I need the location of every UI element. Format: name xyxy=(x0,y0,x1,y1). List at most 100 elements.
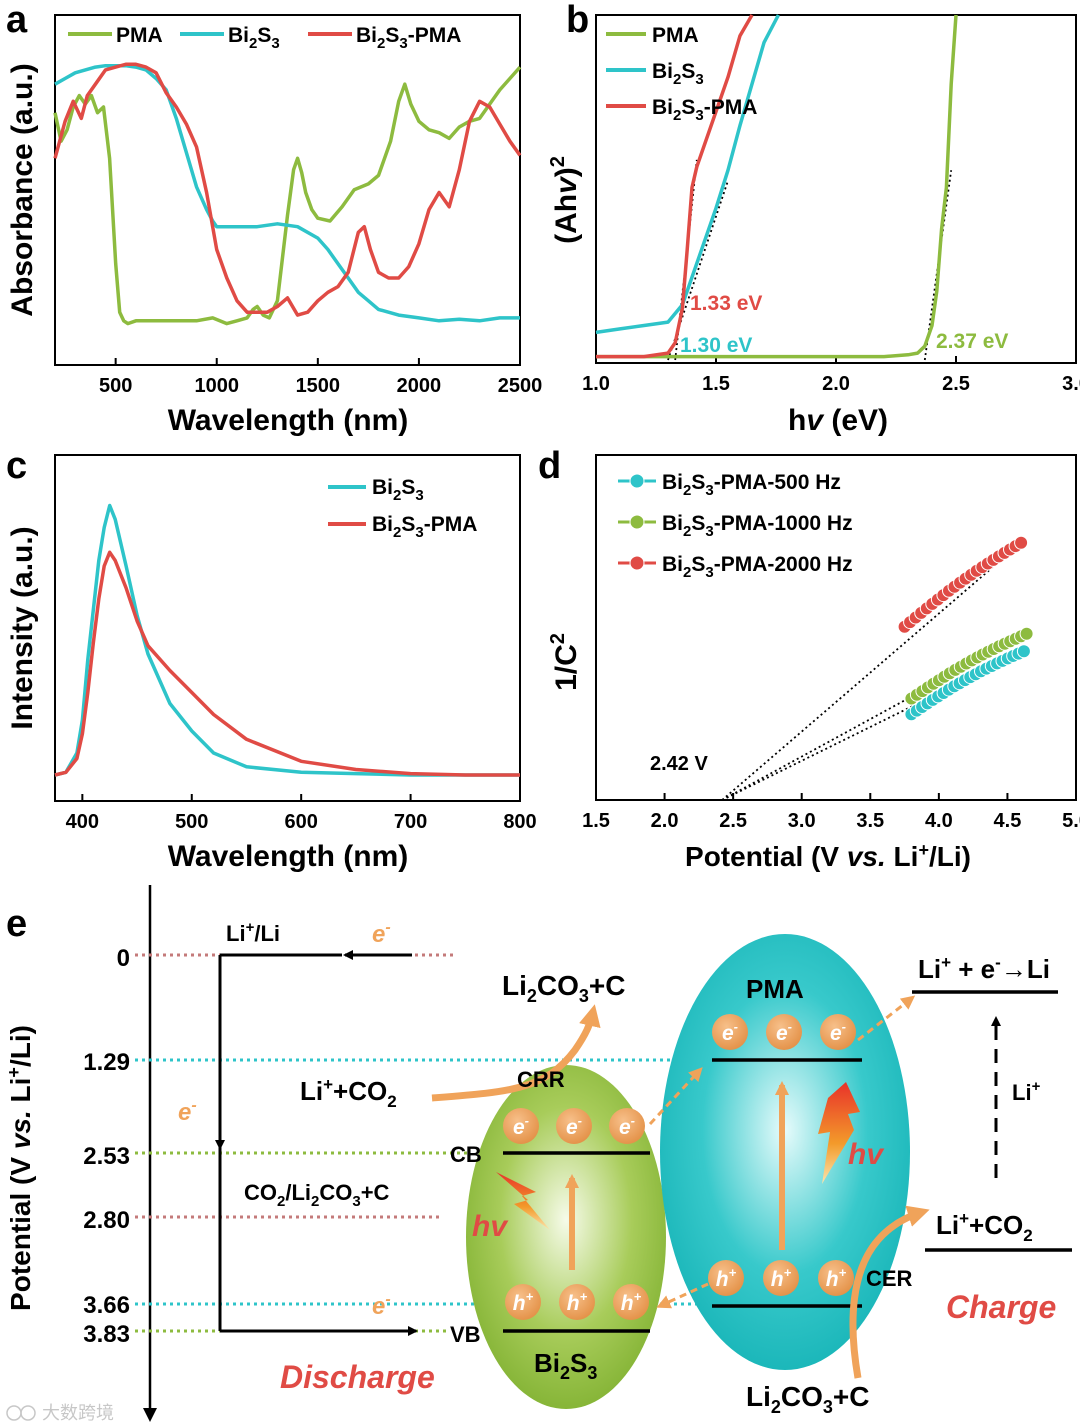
extrapolation-line xyxy=(721,542,1022,801)
crr-reaction-arrow xyxy=(431,1004,601,1102)
legend-d: Bi2S3-PMA-500 Hz Bi2S3-PMA-1000 Hz Bi2S3… xyxy=(618,471,853,581)
x-ticks-b: 1.0 1.5 2.0 2.5 3.0 xyxy=(582,356,1080,395)
li2co3-product-label: Li2CO3+C xyxy=(502,970,626,1006)
hole-ball xyxy=(559,1284,595,1320)
electron-ball xyxy=(712,1014,748,1050)
x-ticks-a: 500 1000 1500 2000 2500 xyxy=(99,358,542,397)
watermark-logo-icon xyxy=(20,1405,36,1421)
tangent-lines-b xyxy=(667,159,953,361)
legend-label-pma: PMA xyxy=(116,24,163,47)
series-line-bi2s3 xyxy=(54,503,520,777)
x-tick-label: 4.5 xyxy=(994,810,1022,832)
panel-b: b 1.0 1.5 2.0 2.5 3.0 PMA Bi2S3 Bi2S3-PMA 1.… xyxy=(547,0,1080,437)
hole-ball xyxy=(763,1260,799,1296)
electron-label-top: e- xyxy=(372,919,391,948)
x-tick-label: 2.5 xyxy=(719,810,747,832)
x-tick-label: 2.0 xyxy=(822,373,850,395)
li2co3-reactant-label: Li2CO3+C xyxy=(746,1381,870,1417)
intercept-label-d: 2.42 V xyxy=(650,753,708,775)
cb-label: CB xyxy=(450,1142,482,1167)
electron-label-left: e- xyxy=(178,1097,197,1126)
watermark-text: 大数跨境 xyxy=(42,1403,114,1423)
y-axis-label-b: (Ahv)2 xyxy=(547,156,583,244)
li-ion-label: Li+ xyxy=(1012,1078,1041,1105)
legend-label-bi2s3-b: Bi2S3 xyxy=(652,60,704,88)
electron-label-bottom: e- xyxy=(372,1291,391,1320)
discharge-label: Discharge xyxy=(280,1359,435,1395)
series-lines-a xyxy=(53,62,522,326)
x-tick-label: 3.5 xyxy=(856,810,884,832)
hv-label-pma: hv xyxy=(848,1138,885,1171)
x-axis-label-c: Wavelength (nm) xyxy=(168,840,409,873)
x-axis-label-a: Wavelength (nm) xyxy=(168,404,409,437)
x-tick-label: 1.5 xyxy=(702,373,730,395)
charge-label: Charge xyxy=(946,1289,1056,1325)
x-tick-label: 2500 xyxy=(498,375,543,397)
panel-label-b: b xyxy=(566,0,589,41)
panel-d: d 1.5 2.0 2.5 3.0 3.5 4.0 4.5 5.0 Bi2S3-PMA-500… xyxy=(538,445,1080,872)
plot-frame-a xyxy=(54,14,521,366)
legend-label-pma-b: PMA xyxy=(652,24,699,47)
cer-reaction-arrow xyxy=(849,1205,930,1379)
potential-axis-label: Potential (V vs. Li+/Li) xyxy=(4,1025,36,1311)
watermark-logo-icon xyxy=(6,1405,22,1421)
level-value-1-29: 1.29 xyxy=(83,1049,130,1076)
hole-ball xyxy=(708,1260,744,1296)
co2-li2co3-label: CO2/Li2CO3+C xyxy=(244,1180,390,1210)
x-ticks-c: 400 500 600 700 800 xyxy=(66,794,537,833)
electron-ball xyxy=(503,1108,539,1144)
legend-label-1000hz: Bi2S3-PMA-1000 Hz xyxy=(662,512,853,540)
panel-c: c 400 500 600 700 800 Bi2S3 Bi2S3-PMA Wavele… xyxy=(6,445,537,873)
legend-a: PMA Bi2S3 Bi2S3-PMA xyxy=(68,24,461,52)
light-bolt-icon xyxy=(818,1082,860,1184)
li-li-label: Li+/Li xyxy=(226,919,280,946)
pma-label: PMA xyxy=(746,974,804,1004)
x-tick-label: 3.0 xyxy=(788,810,816,832)
data-point-bi2s3-pma-500 hz xyxy=(1016,644,1031,659)
pma-holes: h+ h+ h+ xyxy=(708,1260,854,1296)
level-value-3-83: 3.83 xyxy=(83,1321,130,1348)
x-tick-label: 2.5 xyxy=(942,373,970,395)
legend-marker-500hz xyxy=(629,473,645,489)
x-tick-label: 2.0 xyxy=(651,810,679,832)
electron-ball xyxy=(766,1014,802,1050)
x-ticks-d: 1.5 2.0 2.5 3.0 3.5 4.0 4.5 5.0 xyxy=(582,793,1080,832)
x-tick-label: 4.0 xyxy=(925,810,953,832)
hv-label-bi2s3: hv xyxy=(472,1210,509,1243)
series-line-bi2s3-pma xyxy=(53,62,522,317)
hole-ball xyxy=(818,1260,854,1296)
x-tick-label: 1000 xyxy=(194,375,239,397)
y-axis-label-c: Intensity (a.u.) xyxy=(6,526,39,729)
panel-label-d: d xyxy=(538,445,561,487)
level-value-0: 0 xyxy=(117,945,130,972)
electron-ball xyxy=(556,1108,592,1144)
legend-label-bi2s3-c: Bi2S3 xyxy=(372,476,424,504)
hole-ball xyxy=(505,1284,541,1320)
crr-label: CRR xyxy=(517,1067,565,1092)
bi2s3-particle xyxy=(466,1065,666,1409)
x-tick-label: 1.5 xyxy=(582,810,610,832)
x-tick-label: 1500 xyxy=(296,375,341,397)
x-tick-label: 5.0 xyxy=(1062,810,1080,832)
series-line-bi2s3-pma xyxy=(596,14,754,359)
legend-label-2000hz: Bi2S3-PMA-2000 Hz xyxy=(662,553,853,581)
x-tick-label: 700 xyxy=(394,811,427,833)
electron-transfer-arrow xyxy=(648,1067,703,1126)
cer-label: CER xyxy=(866,1266,913,1291)
x-tick-label: 500 xyxy=(175,811,208,833)
series-line-pma xyxy=(596,14,958,359)
x-tick-label: 2000 xyxy=(397,375,442,397)
series-lines-b xyxy=(595,14,958,359)
y-axis-label-a: Absorbance (a.u.) xyxy=(6,63,39,316)
data-point-bi2s3-pma-1000 hz xyxy=(1019,626,1034,641)
legend-marker-2000hz xyxy=(629,555,645,571)
x-tick-label: 800 xyxy=(503,811,536,833)
series-line-pma xyxy=(53,65,522,326)
y-axis-label-d: 1/C2 xyxy=(547,633,583,691)
bandgap-label-bi2s3: 1.30 eV xyxy=(680,334,752,357)
data-point-bi2s3-pma-2000 hz xyxy=(1014,535,1029,550)
legend-label-500hz: Bi2S3-PMA-500 Hz xyxy=(662,471,841,499)
pma-electrons: e- e- e- xyxy=(712,1014,856,1050)
x-tick-label: 1.0 xyxy=(582,373,610,395)
panel-label-e: e xyxy=(6,903,27,945)
